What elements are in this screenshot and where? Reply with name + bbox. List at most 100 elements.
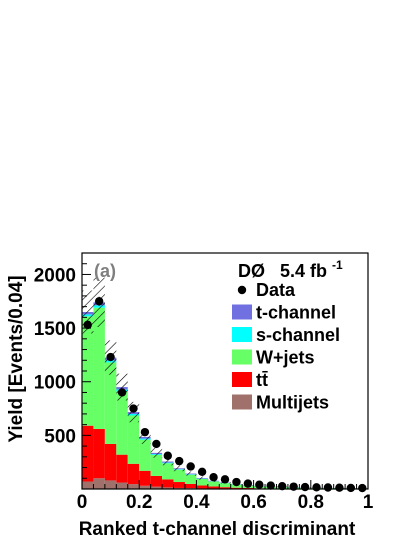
bar-w-jets-1: [93, 307, 105, 429]
bar-tt--3: [116, 454, 128, 483]
uncertainty-hatch-0: [82, 290, 94, 334]
x-tick-label-0_8: 0.8: [298, 492, 324, 513]
bar-tt--10: [196, 485, 208, 489]
bar-tt--4: [127, 463, 140, 485]
luminosity-label: DØ 5.4 fb -1: [238, 258, 343, 281]
legend-swatch-multijets: [232, 394, 252, 410]
bar-tt--6: [150, 475, 163, 487]
bar-tt--1: [93, 428, 105, 479]
luminosity-exponent: -1: [332, 258, 343, 272]
y-tick-label-500: 500: [44, 426, 76, 447]
bar-tt--0: [82, 425, 94, 482]
data-point-7: [163, 451, 172, 460]
bar-w-jets-4: [127, 415, 140, 464]
bar-multijets-0: [82, 481, 94, 489]
data-point-8: [175, 456, 184, 466]
bar-multijets-3: [116, 482, 128, 489]
bar-w-jets-7: [162, 463, 174, 480]
legend-label-data: Data: [256, 280, 296, 300]
bar-tt--8: [173, 482, 185, 488]
legend-label-multijets: Multijets: [256, 393, 329, 413]
bar-w-jets-0: [82, 316, 94, 426]
bar-tt--13: [230, 487, 243, 489]
bar-w-jets-11: [207, 481, 220, 487]
uncertainty-hatch-9: [184, 471, 197, 476]
bar-w-jets-3: [116, 391, 128, 455]
legend-label-tt-: tt̄: [256, 370, 268, 390]
bar-tt--9: [184, 483, 197, 489]
bar-multijets-5: [139, 485, 151, 489]
data-point-23: [346, 483, 356, 493]
y-tick-label-1500: 1500: [34, 319, 76, 340]
bar-w-jets-6: [150, 454, 163, 476]
data-point-1: [94, 297, 104, 306]
x-tick-label-0_4: 0.4: [183, 492, 210, 513]
bar-multijets-4: [127, 484, 140, 489]
legend-swatch-tt-: [232, 372, 252, 387]
data-point-19: [300, 482, 310, 492]
luminosity-value: 5.4 fb: [280, 261, 327, 281]
data-point-10: [197, 467, 207, 477]
data-point-22: [335, 483, 344, 492]
legend-label-t-channel: t-channel: [256, 303, 336, 323]
bar-w-jets-8: [173, 469, 185, 483]
data-point-6: [152, 439, 161, 449]
data-point-3: [117, 388, 127, 397]
bar-w-jets-2: [104, 362, 117, 444]
data-point-9: [186, 462, 195, 471]
uncertainty-hatch-8: [173, 465, 185, 472]
data-point-16: [266, 481, 275, 490]
uncertainty-hatch-6: [150, 448, 163, 458]
legend-swatch-w-jets: [232, 349, 252, 365]
x-tick-label-0_6: 0.6: [240, 492, 266, 513]
y-axis-title: Yield [Events/0.04]: [6, 275, 27, 442]
data-point-12: [220, 475, 230, 484]
data-point-17: [278, 482, 287, 491]
legend-label-s-channel: s-channel: [256, 325, 340, 345]
y-tick-label-1000: 1000: [34, 373, 76, 394]
axis-ticks: [81, 252, 369, 490]
data-point-11: [209, 473, 218, 482]
bar-tt--11: [207, 486, 220, 489]
data-point-21: [323, 483, 333, 492]
x-tick-label-0: 0: [77, 492, 88, 513]
bar-w-jets-9: [184, 474, 197, 484]
bar-multijets-6: [150, 486, 163, 489]
bar-tt--5: [139, 470, 151, 486]
bar-tt--12: [219, 487, 231, 489]
legend-swatch-s-channel: [232, 327, 252, 342]
legend-swatch-t-channel: [232, 304, 252, 320]
y-tick-label-2000: 2000: [34, 265, 76, 286]
data-point-24: [358, 483, 367, 493]
bar-multijets-7: [162, 487, 174, 489]
data-point-4: [129, 404, 138, 413]
uncertainty-hatch-10: [196, 476, 208, 480]
bar-w-jets-10: [196, 479, 208, 486]
uncertainty-hatch-5: [139, 430, 151, 444]
data-point-15: [255, 480, 264, 489]
bar-multijets-2: [104, 480, 117, 489]
data-point-20: [312, 483, 321, 492]
data-point-0: [83, 320, 92, 330]
bar-w-jets-5: [139, 439, 151, 471]
data-point-2: [106, 352, 115, 362]
data-point-13: [232, 477, 241, 487]
bar-tt--2: [104, 443, 117, 481]
data-point-5: [140, 427, 150, 437]
x-tick-label-1: 1: [363, 492, 374, 513]
x-axis-title: Ranked t-channel discriminant: [79, 519, 356, 540]
panel-label: (a): [94, 261, 116, 281]
bar-tt--14: [242, 487, 254, 489]
uncertainty-hatch-7: [162, 457, 174, 466]
legend-marker-data: [237, 285, 247, 295]
uncertainty-hatch-3: [116, 373, 128, 401]
x-tick-label-0_2: 0.2: [126, 492, 152, 513]
bar-tt--7: [162, 479, 174, 488]
bar-multijets-1: [93, 478, 105, 489]
bar-w-jets-12: [219, 483, 231, 488]
experiment-name: DØ: [238, 261, 265, 281]
data-point-14: [243, 479, 253, 488]
